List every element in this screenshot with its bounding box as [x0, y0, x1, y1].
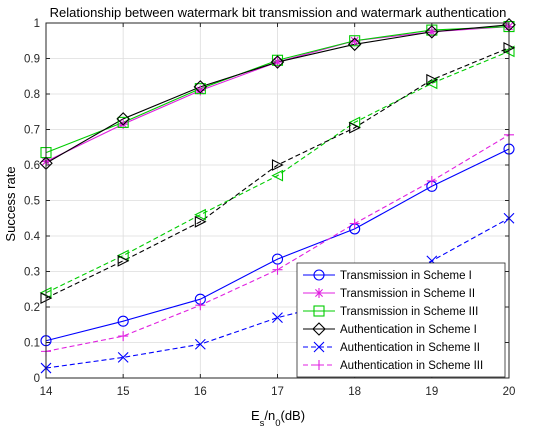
y-tick-label: 0.3	[24, 267, 40, 279]
x-tick-label: 17	[271, 386, 284, 398]
x-tick-label: 14	[40, 386, 53, 398]
data-point-7-2	[194, 215, 207, 228]
legend-label-4: Authentication in Scheme II	[340, 342, 480, 354]
y-tick-label: 0.2	[24, 302, 40, 314]
x-axis-label: Es/n0(dB)	[251, 408, 305, 429]
data-point-5-5	[426, 175, 437, 186]
data-point-5-4	[349, 218, 360, 229]
data-point-7-1	[117, 254, 130, 267]
y-axis-label: Success rate	[3, 166, 18, 241]
legend-marker-2	[313, 305, 325, 317]
legend-label-0: Transmission in Scheme I	[340, 270, 472, 282]
data-point-2-4	[349, 35, 361, 47]
x-axis-label-main: E	[251, 408, 260, 423]
legend-marker-5	[314, 360, 324, 370]
data-point-1-4	[349, 35, 360, 46]
data-point-5-3	[272, 264, 283, 275]
data-point-3-2	[193, 80, 208, 94]
data-point-1-5	[426, 26, 437, 37]
data-point-7-5	[426, 73, 439, 86]
legend-marker-3	[312, 322, 326, 336]
data-point-4-1	[117, 352, 129, 363]
data-point-4-2	[194, 338, 206, 350]
data-point-0-3	[271, 253, 284, 265]
x-tick-label: 18	[348, 386, 361, 398]
y-axis-ticks: 0 0.1 0.2 0.3 0.4 0.5 0.6 0.7 0.8 0.9 1	[24, 18, 509, 385]
data-point-0-1	[117, 315, 129, 327]
data-point-1-3	[272, 57, 283, 68]
legend-marker-1	[314, 288, 324, 298]
legend-marker-0	[313, 269, 325, 281]
series-line-7	[45, 47, 510, 299]
data-point-5-2	[195, 300, 206, 311]
x-axis-ticks: 14 15 16 17 18 19 20	[40, 23, 516, 398]
legend: Transmission in Scheme I Transmission in …	[296, 262, 506, 378]
x-tick-label: 19	[425, 386, 438, 398]
y-tick-label: 0.6	[24, 160, 40, 172]
x-tick-label: 20	[503, 386, 516, 398]
y-tick-label: 0	[34, 373, 40, 385]
data-point-3-3	[270, 55, 285, 69]
data-point-5-1	[118, 331, 129, 342]
data-point-4-3	[272, 312, 283, 324]
y-tick-label: 0.7	[24, 125, 40, 137]
y-tick-label: 0.5	[24, 196, 40, 208]
x-axis-label-sub2: 0	[275, 418, 280, 429]
y-tick-label: 0.1	[24, 338, 40, 350]
y-tick-label: 1	[34, 18, 40, 30]
legend-label-5: Authentication in Scheme III	[340, 360, 483, 372]
data-point-2-1	[117, 116, 129, 128]
data-point-6-5	[425, 77, 438, 90]
data-point-6-3	[271, 169, 284, 182]
y-tick-label: 0.8	[24, 89, 40, 101]
legend-marker-4	[313, 341, 325, 353]
data-point-7-3	[271, 159, 284, 171]
y-tick-label: 0.4	[24, 231, 41, 243]
data-point-3-5	[425, 25, 439, 39]
legend-label-3: Authentication in Scheme I	[340, 324, 477, 336]
x-tick-label: 16	[194, 386, 207, 398]
y-tick-label: 0.9	[24, 54, 40, 66]
data-point-1-2	[195, 85, 206, 96]
series-line-0	[45, 148, 510, 342]
x-axis-label-sep: /n	[264, 408, 275, 423]
x-axis-label-sub1: s	[260, 418, 265, 429]
legend-label-2: Transmission in Scheme III	[340, 306, 478, 318]
x-tick-label: 15	[117, 386, 130, 398]
x-axis-label-tail: (dB)	[281, 408, 306, 423]
legend-box	[296, 262, 506, 378]
legend-label-1: Transmission in Scheme II	[340, 288, 475, 300]
chart-title: Relationship between watermark bit trans…	[50, 5, 507, 20]
data-point-7-4	[349, 121, 361, 134]
series-line-6	[45, 50, 510, 294]
data-point-6-2	[194, 208, 206, 221]
data-point-3-1	[116, 112, 130, 126]
data-point-3-4	[347, 37, 362, 52]
